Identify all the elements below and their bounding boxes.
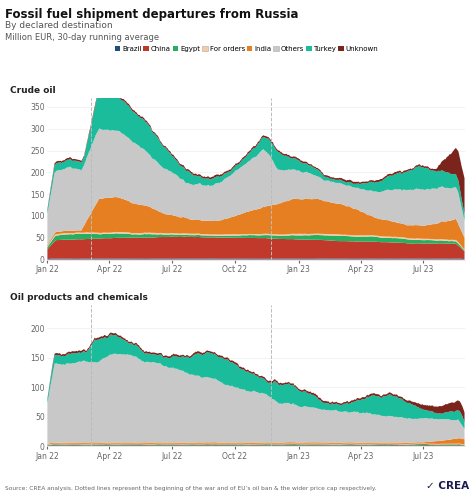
Text: Source: CREA analysis. Dotted lines represent the beginning of the war and of EU: Source: CREA analysis. Dotted lines repr… xyxy=(5,486,376,491)
Text: Crude oil: Crude oil xyxy=(10,86,55,95)
Text: By declared destination: By declared destination xyxy=(5,21,112,30)
Text: Million EUR, 30-day running average: Million EUR, 30-day running average xyxy=(5,33,159,42)
Text: Oil products and chemicals: Oil products and chemicals xyxy=(10,293,148,302)
Legend: Brazil, China, Egypt, For orders, India, Others, Turkey, Unknown: Brazil, China, Egypt, For orders, India,… xyxy=(115,46,378,52)
Text: ✓ CREA: ✓ CREA xyxy=(426,481,469,491)
Text: Fossil fuel shipment departures from Russia: Fossil fuel shipment departures from Rus… xyxy=(5,8,298,21)
